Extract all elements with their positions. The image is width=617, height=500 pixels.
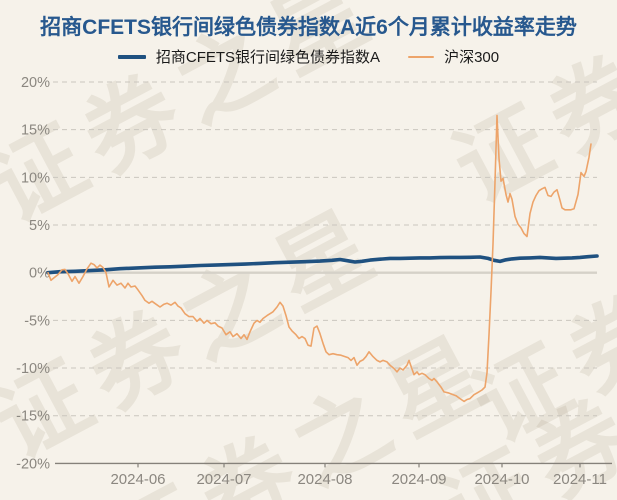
y-tick-label: -10% [16,361,50,377]
x-tick-label: 2024-07 [196,471,251,488]
y-tick-label: 15% [21,123,50,139]
y-tick-label: 20% [21,75,50,91]
legend-label-fund: 招商CFETS银行间绿色债券指数A [155,49,381,66]
x-tick-label: 2024-09 [391,471,446,488]
y-tick-label: -20% [16,456,50,472]
legend-item-fund: 招商CFETS银行间绿色债券指数A [117,46,381,67]
x-tick-label: 2024-10 [474,471,529,488]
y-tick-label: 5% [29,218,50,234]
csi300-line-swatch-icon [408,55,435,58]
x-tick-label: 2024-06 [110,471,165,488]
legend-item-csi300: 沪深300 [408,46,499,67]
x-tick-label: 2024-11 [553,471,607,488]
y-tick-label: 10% [21,170,50,186]
series-line-csi300 [47,114,592,403]
chart-legend: 招商CFETS银行间绿色债券指数A 沪深300 [0,46,617,67]
series-line-fund [46,254,599,275]
y-tick-label: -15% [16,409,50,425]
y-tick-label: -5% [24,313,50,329]
x-tick-label: 2024-08 [297,471,352,488]
legend-label-csi300: 沪深300 [444,49,500,66]
y-tick-label: 0% [29,266,50,282]
page-title: 招商CFETS银行间绿色债券指数A近6个月累计收益率走势 [40,16,577,39]
fund-line-swatch-icon [117,54,146,59]
